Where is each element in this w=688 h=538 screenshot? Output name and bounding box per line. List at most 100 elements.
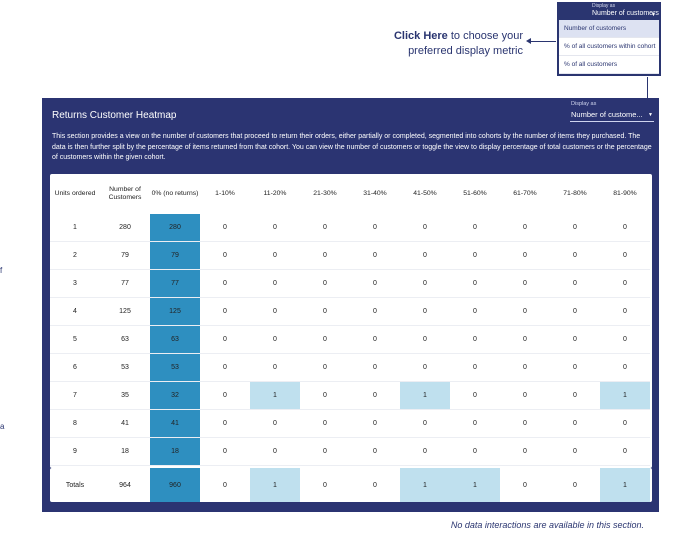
table-cell: 0 — [250, 326, 300, 354]
table-cell: 0 — [400, 410, 450, 438]
table-cell: 0 — [200, 438, 250, 466]
option-percent-within-cohort[interactable]: % of all customers within cohort — [559, 38, 659, 56]
table-row: 6 53 53 0 0 0 0 0 0 0 0 0 — [50, 354, 652, 382]
column-header: 11-20% — [263, 190, 287, 197]
display-as-dropdown-popup[interactable]: Display as Number of customers ▼ Number … — [557, 2, 661, 76]
table-row: 3 77 77 0 0 0 0 0 0 0 0 0 — [50, 270, 652, 298]
column-header: 21-30% — [313, 190, 337, 197]
table-cell: 0 — [450, 410, 500, 438]
option-number-of-customers[interactable]: Number of customers — [559, 20, 659, 38]
totals-cell: 0 — [373, 481, 377, 489]
table-cell: 9 — [50, 438, 100, 466]
table-cell: 0 — [200, 270, 250, 298]
panel-title: Returns Customer Heatmap — [52, 110, 177, 121]
table-cell: 0 — [400, 242, 450, 270]
table-cell: 0 — [450, 298, 500, 326]
totals-cell: 0 — [573, 481, 577, 489]
table-cell: 0 — [300, 326, 350, 354]
table-cell: 0 — [500, 270, 550, 298]
table-row: 9 18 18 0 0 0 0 0 0 0 0 0 — [50, 438, 652, 466]
table-header-row: Units ordered Number of Customers 0% (no r… — [50, 174, 652, 214]
table-cell: 63 — [150, 326, 200, 354]
table-cell: 0 — [300, 438, 350, 466]
table-cell: 0 — [300, 410, 350, 438]
table-cell: 0 — [200, 326, 250, 354]
table-cell: 41 — [150, 410, 200, 438]
table-cell: 0 — [600, 242, 650, 270]
display-as-select[interactable]: Display as Number of custome... ▼ — [570, 100, 654, 124]
table-cell: 0 — [500, 298, 550, 326]
table-cell: 0 — [350, 270, 400, 298]
display-as-label: Display as — [592, 3, 616, 9]
column-header: Number of Customers — [108, 186, 142, 201]
option-percent-of-all-customers[interactable]: % of all customers — [559, 56, 659, 74]
table-cell: 0 — [200, 242, 250, 270]
table-cell: 0 — [550, 242, 600, 270]
callout-arrow-icon — [526, 38, 556, 44]
table-cell: 0 — [500, 438, 550, 466]
table-cell: 0 — [400, 214, 450, 242]
table-cell: 0 — [450, 438, 500, 466]
table-cell: 77 — [100, 270, 150, 298]
click-here-callout: Click Here to choose your preferred disp… — [360, 29, 523, 59]
totals-label: Totals — [65, 481, 85, 489]
table-cell: 77 — [150, 270, 200, 298]
table-row: 1 280 280 0 0 0 0 0 0 0 0 0 — [50, 214, 652, 242]
totals-row: Totals 964 960 0 1 0 0 1 1 0 0 1 — [50, 468, 652, 502]
table-cell: 0 — [250, 354, 300, 382]
table-cell: 0 — [450, 354, 500, 382]
table-cell: 79 — [100, 242, 150, 270]
table-cell: 0 — [350, 438, 400, 466]
table-cell: 0 — [200, 214, 250, 242]
table-cell: 0 — [600, 326, 650, 354]
table-cell: 0 — [200, 410, 250, 438]
totals-cell: 1 — [600, 468, 650, 502]
column-header: 0% (no returns) — [151, 190, 199, 197]
table-cell: 0 — [400, 298, 450, 326]
display-as-dropdown-header[interactable]: Display as Number of customers ▼ — [559, 2, 659, 20]
table-cell: 1 — [600, 382, 650, 410]
table-cell: 280 — [150, 214, 200, 242]
table-cell: 32 — [150, 382, 200, 410]
footnote: No data interactions are available in th… — [450, 520, 644, 530]
table-cell: 0 — [300, 270, 350, 298]
column-header: 31-40% — [363, 190, 387, 197]
table-cell: 0 — [250, 438, 300, 466]
table-cell: 0 — [350, 410, 400, 438]
table-cell: 0 — [500, 214, 550, 242]
table-cell: 0 — [600, 298, 650, 326]
table-cell: 0 — [250, 270, 300, 298]
table-cell: 0 — [550, 382, 600, 410]
column-header: 1-10% — [215, 190, 235, 197]
table-cell: 0 — [550, 354, 600, 382]
table-cell: 0 — [200, 354, 250, 382]
column-header: 71-80% — [563, 190, 587, 197]
table-cell: 4 — [50, 298, 100, 326]
table-cell: 0 — [400, 354, 450, 382]
table-cell: 1 — [50, 214, 100, 242]
table-cell: 0 — [550, 214, 600, 242]
table-cell: 6 — [50, 354, 100, 382]
table-cell: 0 — [600, 438, 650, 466]
table-cell: 0 — [400, 438, 450, 466]
table-cell: 0 — [500, 382, 550, 410]
chevron-down-icon: ▼ — [648, 112, 653, 118]
table-cell: 0 — [550, 410, 600, 438]
table-row: 8 41 41 0 0 0 0 0 0 0 0 0 — [50, 410, 652, 438]
table-cell: 0 — [450, 214, 500, 242]
table-cell: 53 — [100, 354, 150, 382]
table-cell: 7 — [50, 382, 100, 410]
column-header: Units ordered — [54, 190, 96, 197]
table-cell: 125 — [150, 298, 200, 326]
display-as-select-value: Number of custome... — [571, 110, 643, 119]
table-cell: 0 — [600, 270, 650, 298]
table-cell: 18 — [150, 438, 200, 466]
table-cell: 0 — [550, 438, 600, 466]
table-cell: 0 — [200, 298, 250, 326]
table-cell: 0 — [500, 410, 550, 438]
column-header: 41-50% — [413, 190, 437, 197]
totals-cell: 964 — [119, 481, 131, 489]
table-cell: 0 — [550, 326, 600, 354]
table-cell: 2 — [50, 242, 100, 270]
table-cell: 0 — [300, 214, 350, 242]
